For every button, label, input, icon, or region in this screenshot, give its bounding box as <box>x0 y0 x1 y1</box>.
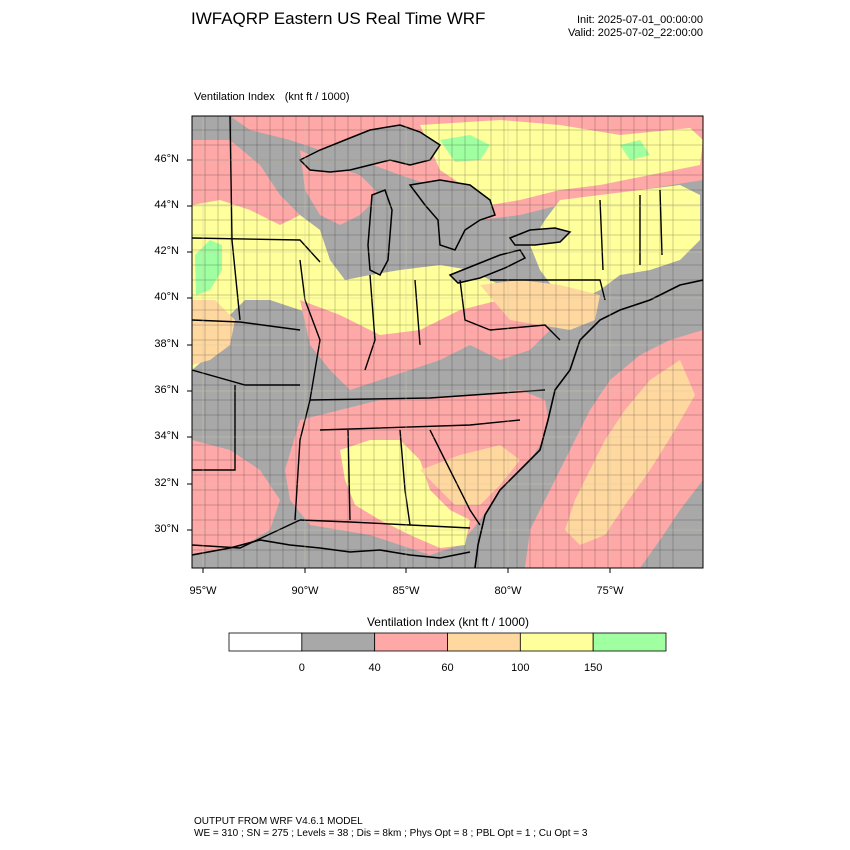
colorbar-label: 0 <box>298 662 305 674</box>
lat-label: 30°N <box>154 523 179 535</box>
graticule <box>192 116 703 568</box>
colorbar-bin <box>301 632 376 652</box>
footer-config-line: WE = 310 ; SN = 275 ; Levels = 38 ; Dis … <box>194 828 588 839</box>
lat-label: 40°N <box>154 291 179 303</box>
colorbar-bin <box>592 632 667 652</box>
lon-label: 75°W <box>596 585 624 597</box>
colorbar-bin <box>447 632 521 652</box>
init-time: Init: 2025-07-01_00:00:00 <box>577 14 703 26</box>
lat-label: 34°N <box>154 430 179 442</box>
east-orange <box>480 280 600 330</box>
lake-erie <box>448 249 527 284</box>
map-frame <box>191 115 704 569</box>
lat-ticks <box>187 159 192 531</box>
canada-shading-yellow <box>420 120 703 205</box>
field-units: (knt ft / 1000) <box>284 91 350 103</box>
colorbar-bin <box>374 632 448 652</box>
county-grid <box>192 116 703 568</box>
lon-ticks <box>202 568 611 573</box>
ocean-orange-plume <box>565 360 695 545</box>
colorbar-label: 60 <box>441 662 454 674</box>
colorbar-bin <box>228 632 303 652</box>
lon-label: 85°W <box>392 585 420 597</box>
colorbar-label: 100 <box>511 662 530 674</box>
colorbar <box>228 632 667 652</box>
lat-label: 44°N <box>154 199 179 211</box>
lon-label: 80°W <box>494 585 522 597</box>
lon-label: 95°W <box>189 585 217 597</box>
valid-time: Valid: 2025-07-02_22:00:00 <box>568 27 703 39</box>
lat-label: 36°N <box>154 384 179 396</box>
northeast-yellow <box>530 185 700 300</box>
lon-label: 90°W <box>291 585 319 597</box>
lat-label: 42°N <box>154 245 179 257</box>
state-borders <box>192 116 663 549</box>
lat-label: 32°N <box>154 477 179 489</box>
midwest-pink-band <box>192 140 300 225</box>
plot-field-label: Ventilation Index (knt ft / 1000) <box>194 91 360 103</box>
colorbar-label: 40 <box>368 662 381 674</box>
colorbar-label: 150 <box>583 662 603 674</box>
plains-green <box>195 240 222 295</box>
footer-model-line: OUTPUT FROM WRF V4.6.1 MODEL <box>194 816 363 827</box>
field-name: Ventilation Index <box>194 91 275 103</box>
colorbar-bin <box>519 632 594 652</box>
lat-label: 38°N <box>154 338 179 350</box>
colorbar-title: Ventilation Index (knt ft / 1000) <box>366 615 530 629</box>
lake-ontario <box>508 227 572 246</box>
coastlines <box>192 279 703 568</box>
main-title: IWFAQRP Eastern US Real Time WRF <box>191 9 486 28</box>
map-panel <box>192 116 703 568</box>
lat-label: 46°N <box>154 153 179 165</box>
